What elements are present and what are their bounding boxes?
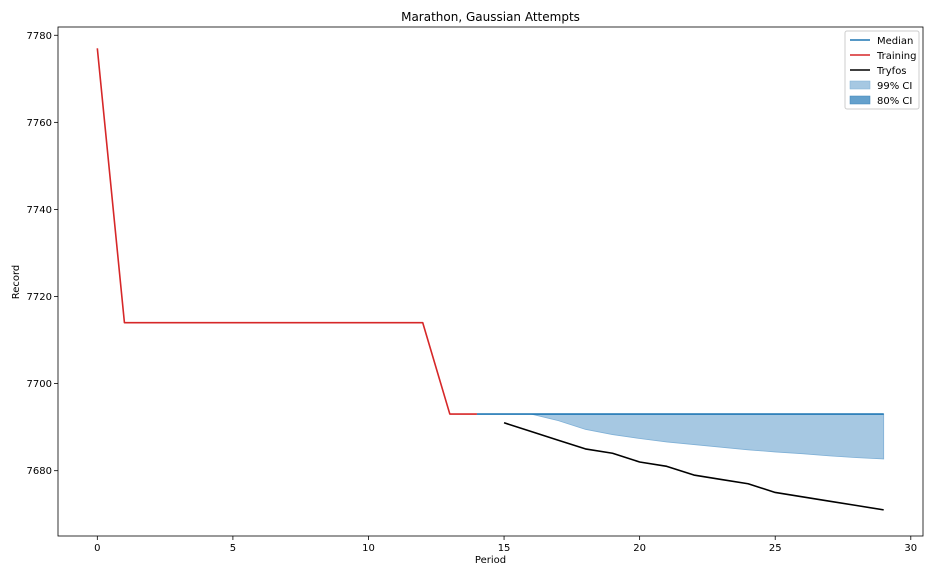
series-line-tryfos: [503, 422, 884, 511]
x-tick-label: 30: [904, 543, 917, 554]
legend-tryfos-label: Tryfos: [876, 66, 907, 77]
legend-ci99-label: 99% CI: [877, 81, 912, 92]
x-tick-label: 15: [498, 543, 511, 554]
y-tick-label: 7680: [27, 466, 52, 477]
plot-frame: [57, 26, 924, 537]
y-tick-label: 7720: [27, 292, 52, 303]
x-tick-label: 25: [769, 543, 782, 554]
x-axis-label: Period: [475, 555, 506, 566]
x-tick-label: 20: [633, 543, 646, 554]
chart-title: Marathon, Gaussian Attempts: [401, 10, 580, 24]
y-tick-label: 7760: [27, 118, 52, 129]
x-tick-label: 10: [362, 543, 375, 554]
y-tick-label: 7740: [27, 205, 52, 216]
x-tick-label: 5: [230, 543, 236, 554]
legend-ci99-swatch: [849, 80, 871, 90]
ci-bands: [476, 413, 885, 460]
series-line-training: [96, 48, 477, 415]
axes: 0 5 10 15 20 25 30 7680 7700 7720 7740 7760 7780: [27, 26, 924, 554]
legend-median-label: Median: [877, 36, 913, 47]
y-tick-label: 7780: [27, 31, 52, 42]
legend: Median Training Tryfos 99% CI 80% CI: [844, 30, 920, 110]
x-tick-label: 0: [94, 543, 100, 554]
y-tick-label: 7700: [27, 379, 52, 390]
legend-training-label: Training: [876, 51, 916, 62]
legend-ci80-swatch: [849, 95, 871, 105]
legend-ci80-label: 80% CI: [877, 96, 912, 107]
y-axis-label: Record: [11, 265, 22, 300]
band-ci99: [476, 413, 885, 460]
series-lines: [96, 48, 884, 511]
legend-frame: [844, 30, 920, 110]
